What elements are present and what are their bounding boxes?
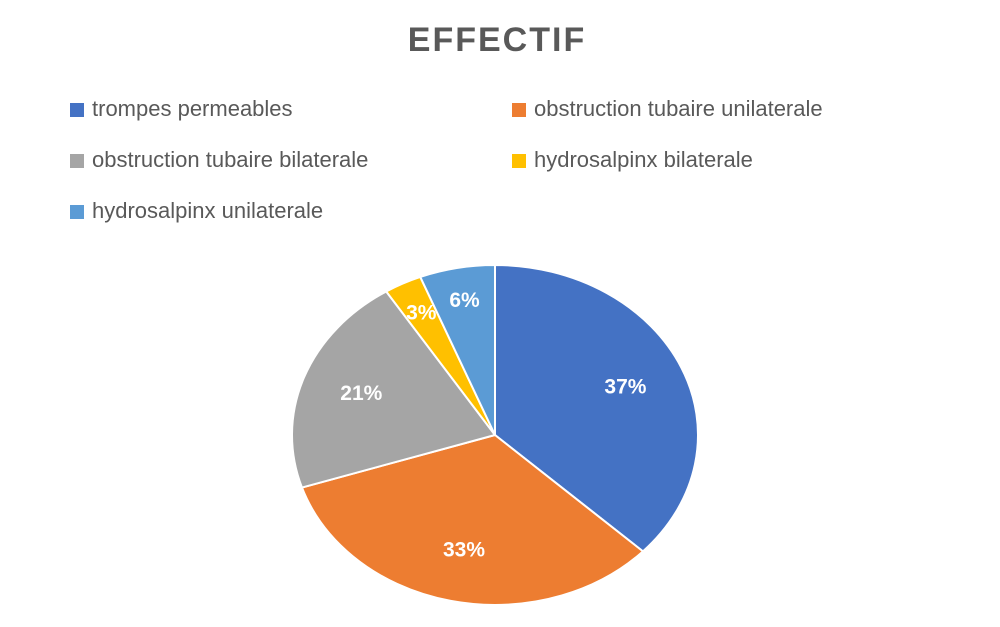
legend-label: trompes permeables xyxy=(92,96,293,121)
data-label: 37% xyxy=(604,375,646,398)
legend-label: hydrosalpinx bilaterale xyxy=(534,147,753,172)
legend-swatch xyxy=(70,103,84,117)
legend-swatch xyxy=(70,154,84,168)
legend-label: obstruction tubaire unilaterale xyxy=(534,96,823,121)
pie-slice xyxy=(300,433,645,606)
data-label: 3% xyxy=(406,301,437,324)
data-label: 21% xyxy=(340,382,382,405)
legend-swatch xyxy=(70,205,84,219)
legend-label: hydrosalpinx unilaterale xyxy=(92,198,323,223)
legend-swatch xyxy=(512,103,526,117)
pie-slice xyxy=(291,290,497,489)
data-label: 6% xyxy=(449,289,480,312)
pie-slice xyxy=(494,263,699,553)
legend-swatch xyxy=(512,154,526,168)
chart-title: EFFECTIF xyxy=(408,21,586,59)
pie-slice xyxy=(418,263,496,436)
legend-label: obstruction tubaire bilaterale xyxy=(92,147,368,172)
data-label: 33% xyxy=(443,539,485,562)
